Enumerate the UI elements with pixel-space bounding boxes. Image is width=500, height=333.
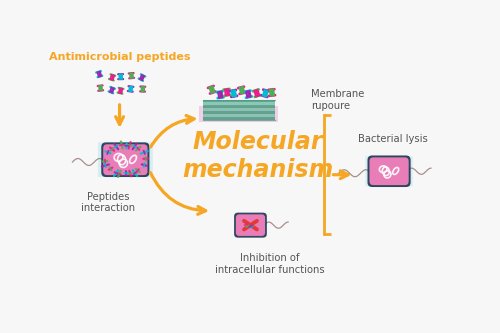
FancyBboxPatch shape [103,144,148,175]
Bar [204,100,274,103]
Bar [204,105,274,108]
FancyBboxPatch shape [234,213,267,238]
FancyBboxPatch shape [370,158,408,185]
FancyBboxPatch shape [98,143,153,177]
FancyBboxPatch shape [366,156,413,186]
FancyBboxPatch shape [368,156,410,187]
Bar [200,106,278,122]
Bar [204,114,274,117]
Text: Peptides
interaction: Peptides interaction [81,192,135,213]
Bar [204,117,274,120]
FancyBboxPatch shape [234,214,266,236]
FancyBboxPatch shape [102,143,150,177]
Text: Membrane
rupoure: Membrane rupoure [311,89,364,111]
Text: Antimicrobial peptides: Antimicrobial peptides [49,52,191,62]
Bar [204,108,274,111]
Text: Molecular
mechanism: Molecular mechanism [182,130,334,182]
Bar [204,111,274,114]
FancyBboxPatch shape [236,214,265,236]
FancyBboxPatch shape [236,216,264,234]
FancyBboxPatch shape [102,145,149,175]
FancyBboxPatch shape [368,158,410,184]
Text: Bacterial lysis: Bacterial lysis [358,134,428,144]
FancyBboxPatch shape [371,160,407,183]
Bar [204,103,274,105]
Text: Inhibition of
intracellular functions: Inhibition of intracellular functions [215,253,324,275]
FancyBboxPatch shape [104,147,146,173]
